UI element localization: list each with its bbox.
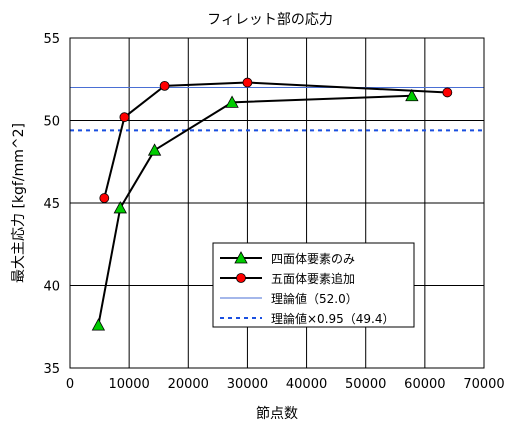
x-tick-label: 10000 [108, 377, 149, 392]
x-tick-label: 70000 [463, 377, 504, 392]
y-tick-label: 35 [43, 362, 60, 377]
x-tick-label: 40000 [286, 377, 327, 392]
x-tick-label: 20000 [168, 377, 209, 392]
tick-labels: 0 10000 20000 30000 40000 50000 60000 70000 35 40… [43, 32, 504, 392]
x-tick-label: 50000 [345, 377, 386, 392]
data-point [242, 77, 253, 88]
reference-lines [70, 87, 484, 132]
legend-label: 五面体要素追加 [271, 271, 355, 286]
plot-area-border [69, 37, 485, 369]
data-point [159, 80, 170, 91]
x-tick-label: 0 [66, 377, 74, 392]
data-point [91, 318, 106, 331]
data-point [225, 95, 239, 108]
y-axis-label: 最大主応力 [kgf/mm^2] [11, 123, 27, 283]
data-point [113, 201, 127, 214]
chart-title: フィレット部の応力 [207, 12, 333, 28]
data-point [119, 112, 130, 123]
legend-label: 理論値×0.95（49.4） [271, 311, 395, 326]
x-tick-label: 30000 [227, 377, 268, 392]
data-point [99, 193, 110, 203]
legend-marker [234, 251, 248, 264]
legend-label: 四面体要素のみ [271, 252, 355, 266]
legend-label: 理論値（52.0） [271, 291, 358, 306]
y-tick-label: 55 [43, 32, 60, 47]
series-group [91, 77, 453, 331]
y-tick-label: 45 [43, 197, 60, 212]
x-axis-label: 節点数 [256, 405, 298, 422]
legend-marker [236, 273, 246, 283]
y-tick-label: 50 [43, 115, 60, 130]
data-point [147, 143, 162, 156]
x-tick-label: 60000 [404, 377, 445, 392]
data-point [405, 88, 419, 102]
y-tick-label: 40 [43, 280, 60, 295]
data-point [442, 87, 453, 98]
